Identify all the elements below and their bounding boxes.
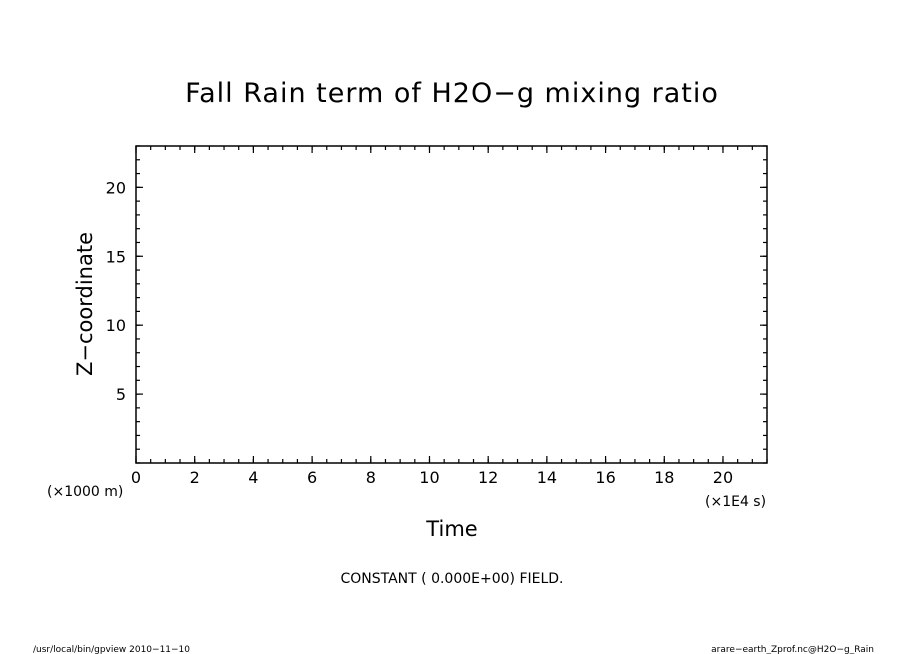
x-axis-title: Time — [425, 517, 477, 541]
x-tick-label: 0 — [131, 468, 141, 487]
y-tick-label: 20 — [106, 178, 126, 197]
y-tick-labels: 5 10 15 20 — [106, 178, 126, 404]
x-tick-label: 18 — [654, 468, 674, 487]
field-note: CONSTANT ( 0.000E+00) FIELD. — [340, 571, 563, 587]
x-tick-label: 14 — [537, 468, 557, 487]
x-tick-label: 12 — [478, 468, 498, 487]
y-tick-label: 15 — [106, 247, 126, 266]
x-tick-label: 16 — [595, 468, 615, 487]
x-tick-label: 10 — [419, 468, 439, 487]
y-tick-label: 5 — [116, 385, 126, 404]
x-tick-label: 2 — [190, 468, 200, 487]
footer-right: arare−earth_Zprof.nc@H2O−g_Rain — [711, 645, 874, 654]
y-unit-label: (×1000 m) — [47, 484, 123, 500]
y-tick-label: 10 — [106, 316, 126, 335]
x-tick-label: 20 — [713, 468, 733, 487]
x-tick-label: 4 — [248, 468, 258, 487]
chart-title: Fall Rain term of H2O−g mixing ratio — [185, 78, 719, 109]
x-tick-label: 8 — [366, 468, 376, 487]
x-tick-label: 6 — [307, 468, 317, 487]
axis-ticks — [135, 145, 768, 464]
footer-left: /usr/local/bin/gpview 2010−11−10 — [33, 645, 190, 654]
y-axis-title: Z−coordinate — [73, 232, 97, 376]
x-tick-labels: 0 2 4 6 8 10 12 14 16 18 20 — [131, 468, 733, 487]
plot-frame — [135, 145, 768, 464]
x-unit-label: (×1E4 s) — [705, 494, 766, 510]
